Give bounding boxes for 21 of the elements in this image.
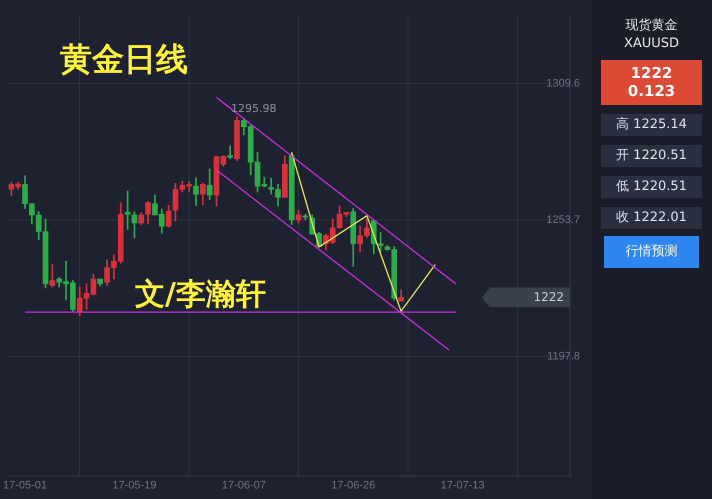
- text: 收 1222.01: [601, 207, 702, 229]
- text: 开 1220.51: [601, 145, 702, 167]
- x-tick-label: 17-07-13: [440, 479, 485, 492]
- y-tick-label: 1197.8: [547, 350, 580, 363]
- price-tag: 1222: [482, 287, 570, 308]
- x-tick-label: 17-06-26: [331, 479, 376, 492]
- annotation: 文/李瀚轩: [135, 277, 266, 312]
- text: XAUUSD: [622, 35, 680, 53]
- x-tick-label: 17-05-01: [2, 479, 48, 492]
- text: 黄金日线: [60, 40, 188, 78]
- annotation: 1295.98: [230, 102, 276, 116]
- x-tick-label: 17-05-19: [112, 479, 156, 492]
- text: 低 1220.51: [601, 176, 702, 198]
- text: 0.123: [626, 82, 676, 100]
- x-tick-label: 17-06-07: [222, 479, 266, 492]
- text: 1222: [630, 64, 674, 82]
- text: 现货黄金: [624, 17, 678, 35]
- y-tick-label: 1253.7: [546, 214, 580, 226]
- text: 行情预测: [604, 236, 699, 268]
- text: 高 1225.14: [601, 114, 702, 136]
- y-tick-label: 1309.6: [546, 78, 580, 90]
